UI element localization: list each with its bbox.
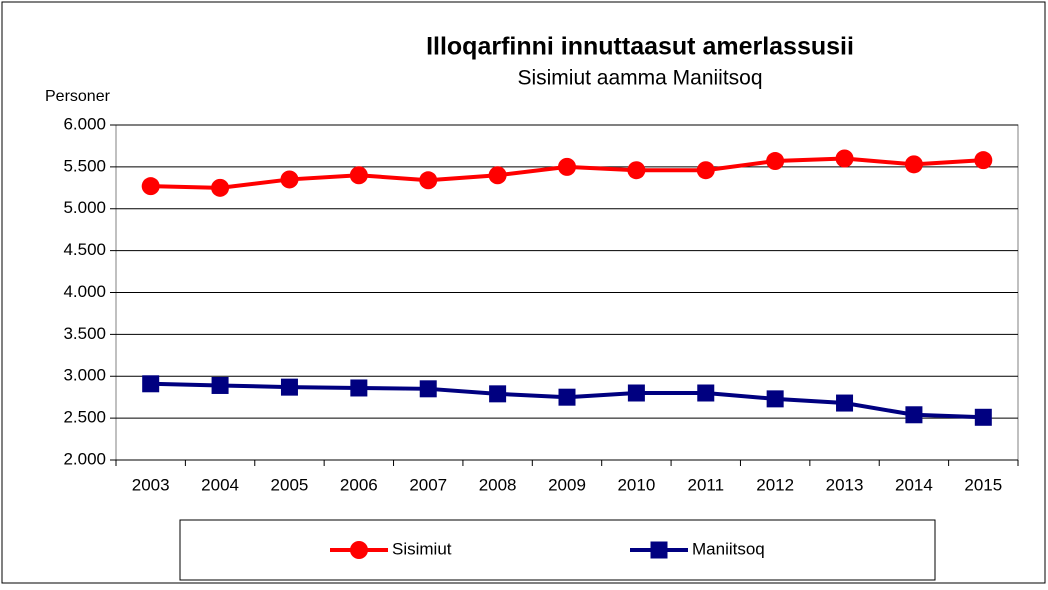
y-tick-label: 2.500 bbox=[63, 408, 106, 427]
point bbox=[974, 408, 992, 426]
chart-title: Illoqarfinni innuttaasut amerlassusii bbox=[426, 33, 854, 61]
x-tick-label: 2009 bbox=[548, 475, 586, 494]
y-tick-label: 5.500 bbox=[63, 156, 106, 175]
point bbox=[627, 161, 646, 180]
chart-subtitle: Sisimiut aamma Maniitsoq bbox=[517, 67, 762, 90]
legend-label: Maniitsoq bbox=[692, 539, 765, 558]
x-tick-label: 2010 bbox=[617, 475, 655, 494]
x-tick-label: 2007 bbox=[409, 475, 447, 494]
point bbox=[488, 166, 507, 185]
point bbox=[650, 541, 668, 559]
point bbox=[350, 379, 368, 397]
point bbox=[696, 161, 715, 180]
x-tick-label: 2008 bbox=[479, 475, 517, 494]
point bbox=[419, 171, 438, 190]
point bbox=[280, 378, 298, 396]
x-tick-label: 2005 bbox=[271, 475, 309, 494]
point bbox=[905, 406, 923, 424]
point bbox=[419, 380, 437, 398]
point bbox=[142, 375, 160, 393]
legend-box bbox=[179, 519, 936, 581]
point bbox=[211, 178, 230, 197]
y-tick-label: 4.500 bbox=[63, 240, 106, 259]
x-tick-label: 2004 bbox=[201, 475, 239, 494]
y-axis-label: Personer bbox=[45, 88, 111, 105]
point bbox=[697, 384, 715, 402]
x-tick-label: 2013 bbox=[826, 475, 864, 494]
x-tick-label: 2011 bbox=[687, 475, 724, 494]
x-tick-label: 2012 bbox=[756, 475, 794, 494]
point bbox=[974, 151, 993, 170]
point bbox=[350, 541, 368, 559]
point bbox=[141, 177, 160, 196]
point bbox=[836, 394, 854, 412]
point bbox=[489, 385, 507, 403]
x-tick-label: 2003 bbox=[132, 475, 170, 494]
point bbox=[766, 152, 785, 171]
y-tick-label: 3.000 bbox=[63, 366, 106, 385]
point bbox=[280, 170, 299, 189]
point bbox=[349, 166, 368, 185]
point bbox=[558, 388, 576, 406]
point bbox=[558, 157, 576, 176]
y-tick-label: 5.000 bbox=[63, 198, 106, 217]
y-tick-label: 3.500 bbox=[63, 324, 106, 343]
point bbox=[211, 376, 229, 394]
y-tick-label: 6.000 bbox=[63, 114, 106, 133]
y-tick-label: 4.000 bbox=[63, 282, 106, 301]
legend-label: Sisimiut bbox=[392, 539, 452, 558]
point bbox=[766, 390, 784, 408]
x-tick-label: 2014 bbox=[895, 475, 933, 494]
y-tick-label: 2.000 bbox=[63, 449, 106, 468]
x-tick-label: 2006 bbox=[340, 475, 378, 494]
point bbox=[904, 155, 923, 174]
point bbox=[835, 149, 854, 168]
x-tick-label: 2015 bbox=[964, 475, 1002, 494]
point bbox=[627, 384, 645, 402]
